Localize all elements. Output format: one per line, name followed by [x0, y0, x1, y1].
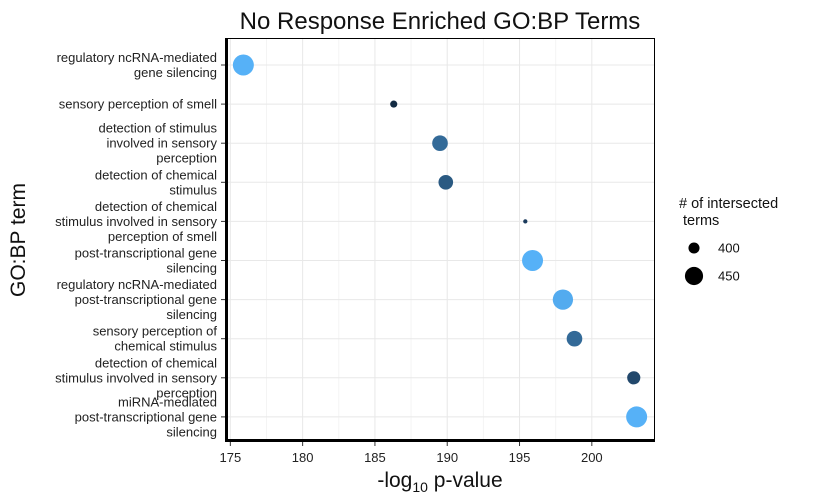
y-tick-label: detection of chemical stimulus involved i… — [55, 355, 217, 400]
y-tick-label-line: perception of smell — [108, 229, 217, 244]
y-tick-label-line: detection of chemical — [95, 355, 217, 370]
y-tick-label-line: regulatory ncRNA-mediated — [57, 50, 217, 65]
x-tick-labels: 175 180 185 190 195 200 — [219, 442, 603, 465]
y-tick-label-line: silencing — [166, 261, 217, 276]
legend: # of intersected terms 400 450 — [679, 196, 778, 286]
y-tick-label: post-transcriptional gene silencing — [75, 246, 217, 276]
y-axis-title: GO:BP term — [7, 183, 30, 297]
y-tick-label-line: perception — [156, 151, 217, 166]
y-tick-label-line: chemical stimulus — [114, 339, 217, 354]
legend-label: 450 — [718, 269, 740, 284]
x-axis-title: -log10 p-value — [377, 469, 502, 495]
data-point — [390, 100, 398, 108]
y-tick-label-line: post-transcriptional gene — [75, 292, 217, 307]
legend-key — [684, 266, 704, 286]
data-point — [627, 371, 641, 385]
y-tick-label-line: stimulus — [169, 182, 217, 197]
legend-entries: 400 450 — [684, 241, 740, 286]
y-tick-label-line: silencing — [166, 424, 217, 439]
y-tick-label-line: detection of stimulus — [98, 121, 217, 136]
y-tick-label-line: post-transcriptional gene — [75, 246, 217, 261]
chart-title: No Response Enriched GO:BP Terms — [240, 8, 641, 35]
x-tick-label: 175 — [219, 450, 241, 465]
x-axis-title-prefix: -log — [377, 469, 412, 492]
y-tick-label: sensory perception of chemical stimulus — [93, 324, 218, 354]
y-tick-label: regulatory ncRNA-mediated gene silencing — [57, 50, 217, 80]
legend-label: 400 — [718, 241, 740, 256]
axes — [225, 38, 655, 442]
y-tick-label-line: detection of chemical — [95, 167, 217, 182]
grid — [226, 38, 654, 440]
x-tick-label: 180 — [292, 450, 314, 465]
x-tick-label: 190 — [436, 450, 458, 465]
y-tick-label-line: regulatory ncRNA-mediated — [57, 277, 217, 292]
y-tick-label: regulatory ncRNA-mediated post-transcript… — [57, 277, 217, 322]
data-point — [552, 289, 574, 310]
data-point — [432, 135, 448, 152]
y-tick-label-line: perception — [156, 385, 217, 400]
y-tick-label: miRNA-mediated post-transcriptional gene s… — [75, 394, 217, 439]
data-point — [522, 250, 544, 271]
y-tick-label-line: post-transcriptional gene — [75, 409, 217, 424]
data-point — [523, 219, 528, 224]
y-tick-label-line: involved in sensory — [106, 136, 217, 151]
x-tick-label: 195 — [509, 450, 531, 465]
y-tick-label: detection of chemical stimulus — [95, 167, 218, 197]
y-tick-label: detection of chemical stimulus involved i… — [55, 199, 217, 244]
x-axis-title-suffix: p-value — [428, 469, 503, 492]
x-tick-label: 185 — [364, 450, 386, 465]
y-tick-label-line: silencing — [166, 307, 217, 322]
legend-title-line-2: terms — [679, 213, 719, 229]
legend-key — [688, 242, 700, 254]
legend-title: # of intersected terms — [679, 196, 778, 229]
y-tick-label-line: sensory perception of — [93, 324, 218, 339]
data-point — [566, 330, 583, 347]
y-tick-label-line: sensory perception of smell — [59, 97, 217, 112]
y-tick-label: sensory perception of smell — [59, 97, 217, 112]
x-tick-label: 200 — [581, 450, 603, 465]
x-axis-title-subscript: 10 — [412, 479, 428, 495]
y-tick-label-line: detection of chemical — [95, 199, 217, 214]
y-tick-label-line: stimulus involved in sensory — [55, 370, 217, 385]
y-tick-label-line: stimulus involved in sensory — [55, 214, 217, 229]
legend-title-line-1: # of intersected — [679, 196, 778, 212]
data-point — [232, 54, 254, 76]
y-tick-labels: regulatory ncRNA-mediated gene silencings… — [55, 50, 225, 439]
data-point — [626, 406, 648, 428]
data-point — [438, 174, 454, 190]
y-tick-label-line: gene silencing — [134, 65, 217, 80]
data-points — [232, 54, 648, 428]
y-tick-label: detection of stimulus involved in sensory… — [98, 121, 217, 166]
y-tick-label-line: miRNA-mediated — [118, 394, 217, 409]
